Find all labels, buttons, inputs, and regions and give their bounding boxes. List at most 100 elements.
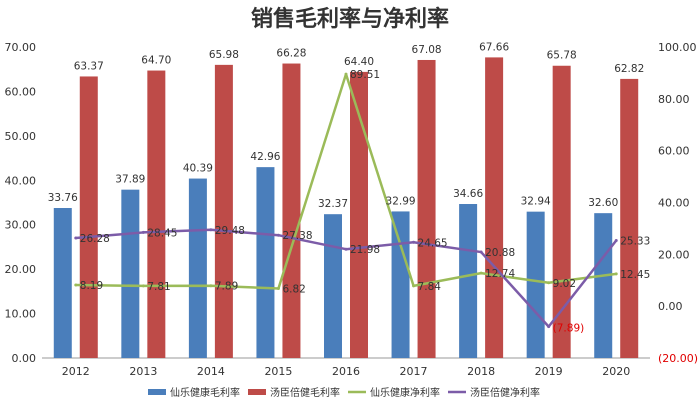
y-left-tick-label: 0.00 bbox=[12, 352, 37, 365]
legend-label: 汤臣倍健毛利率 bbox=[270, 386, 340, 399]
y-left-tick-label: 60.00 bbox=[5, 85, 37, 98]
line-point-0 bbox=[276, 286, 280, 290]
line-point-0 bbox=[479, 271, 483, 275]
x-tick-label: 2020 bbox=[602, 365, 630, 378]
bar-value-label: 32.94 bbox=[521, 196, 551, 208]
line-point-1 bbox=[74, 236, 78, 240]
legend-swatch bbox=[248, 389, 266, 395]
y-right-tick-label: 80.00 bbox=[658, 93, 690, 106]
bar-1 bbox=[350, 71, 368, 358]
line-value-label: 29.48 bbox=[215, 225, 245, 237]
bar-value-label: 64.40 bbox=[344, 56, 374, 68]
bar-value-label: 32.99 bbox=[386, 195, 416, 207]
y-right-tick-label: 40.00 bbox=[658, 197, 690, 210]
bar-value-label: 66.28 bbox=[276, 48, 306, 60]
bar-value-label: 64.70 bbox=[141, 55, 171, 67]
x-tick-label: 2018 bbox=[467, 365, 495, 378]
bar-value-label: 65.98 bbox=[209, 49, 239, 61]
line-value-label: 8.19 bbox=[80, 280, 103, 292]
legend-label: 汤臣倍健净利率 bbox=[470, 386, 540, 399]
line-value-label: 25.33 bbox=[620, 236, 650, 248]
line-point-0 bbox=[547, 281, 551, 285]
line-value-label: 7.89 bbox=[215, 281, 238, 293]
bar-value-label: 67.66 bbox=[479, 41, 509, 53]
line-point-0 bbox=[74, 283, 78, 287]
bar-1 bbox=[552, 65, 571, 359]
bar-0 bbox=[391, 211, 410, 358]
bar-0 bbox=[53, 208, 72, 358]
line-value-label: 26.28 bbox=[80, 233, 110, 245]
bar-0 bbox=[526, 211, 545, 358]
legend-label: 仙乐健康毛利率 bbox=[170, 386, 240, 399]
y-left-tick-label: 50.00 bbox=[5, 130, 37, 143]
line-value-label: 12.74 bbox=[485, 268, 515, 280]
y-right-tick-label: (20.00) bbox=[658, 352, 698, 365]
y-left-tick-label: 70.00 bbox=[5, 41, 37, 54]
line-value-label: 21.98 bbox=[350, 244, 380, 256]
line-value-label: 89.51 bbox=[350, 69, 380, 81]
x-tick-label: 2019 bbox=[535, 365, 563, 378]
x-tick-label: 2013 bbox=[129, 365, 157, 378]
axes: 0.00 10.00 20.00 30.00 40.00 50.00 60.00 70.00 (… bbox=[5, 41, 699, 378]
x-tick-label: 2014 bbox=[197, 365, 225, 378]
lines bbox=[74, 72, 618, 329]
bar-value-label: 32.37 bbox=[318, 198, 348, 210]
line-value-label: 7.84 bbox=[418, 281, 442, 293]
bar-value-label: 40.39 bbox=[183, 163, 213, 175]
line-value-label: 7.81 bbox=[147, 281, 170, 293]
legend-label: 仙乐健康净利率 bbox=[370, 386, 440, 399]
bar-value-label: 62.82 bbox=[614, 63, 644, 75]
line-value-label: 20.88 bbox=[485, 247, 515, 259]
x-tick-label: 2016 bbox=[332, 365, 360, 378]
line-point-1 bbox=[547, 325, 551, 329]
bar-0 bbox=[324, 214, 342, 358]
line-point-1 bbox=[141, 230, 145, 234]
line-point-0 bbox=[344, 72, 348, 76]
bar-0 bbox=[121, 189, 140, 358]
y-left-tick-label: 20.00 bbox=[5, 263, 37, 276]
line-point-1 bbox=[276, 233, 280, 237]
bar-0 bbox=[594, 213, 613, 358]
y-left-tick-label: 30.00 bbox=[5, 219, 37, 232]
bar-1 bbox=[147, 70, 166, 358]
bar-1 bbox=[485, 57, 504, 358]
line-point-0 bbox=[209, 284, 213, 288]
bar-value-label: 63.37 bbox=[74, 60, 104, 72]
line-value-label: 27.38 bbox=[282, 230, 312, 242]
legend: 仙乐健康毛利率 汤臣倍健毛利率 仙乐健康净利率 汤臣倍健净利率 bbox=[148, 386, 540, 399]
line-value-label: 6.82 bbox=[282, 283, 305, 295]
line-value-label: 12.45 bbox=[620, 269, 650, 281]
bar-0 bbox=[188, 178, 207, 358]
line-value-label: (7.89) bbox=[553, 323, 585, 335]
bar-value-label: 42.96 bbox=[250, 151, 280, 163]
line-value-label: 24.65 bbox=[418, 237, 448, 249]
line-point-1 bbox=[479, 250, 483, 254]
line-point-0 bbox=[412, 284, 416, 288]
bar-value-label: 34.66 bbox=[453, 188, 483, 200]
line-point-1 bbox=[344, 247, 348, 251]
legend-swatch bbox=[148, 389, 166, 395]
bar-value-label: 33.76 bbox=[48, 192, 78, 204]
bar-value-label: 67.08 bbox=[412, 44, 442, 56]
line-point-1 bbox=[614, 239, 618, 243]
y-right-tick-label: 60.00 bbox=[658, 145, 690, 158]
x-tick-label: 2017 bbox=[400, 365, 428, 378]
bar-1 bbox=[620, 78, 639, 358]
bar-0 bbox=[459, 204, 478, 358]
bar-1 bbox=[417, 59, 436, 358]
y-right-tick-label: 100.00 bbox=[658, 41, 697, 54]
line-point-0 bbox=[614, 272, 618, 276]
chart-title: 销售毛利率与净利率 bbox=[251, 6, 449, 32]
line-point-1 bbox=[209, 228, 213, 232]
bar-value-label: 65.78 bbox=[547, 50, 577, 62]
data-labels: 33.76 37.89 40.39 42.96 32.37 32.99 34.66 32.94… bbox=[48, 41, 651, 334]
line-point-0 bbox=[141, 284, 145, 288]
x-tick-label: 2015 bbox=[264, 365, 292, 378]
x-tick-label: 2012 bbox=[62, 365, 90, 378]
bar-1 bbox=[214, 64, 233, 358]
y-right-tick-label: 20.00 bbox=[658, 248, 690, 261]
line-value-label: 28.45 bbox=[147, 227, 177, 239]
bar-1 bbox=[79, 76, 98, 358]
y-left-tick-label: 10.00 bbox=[5, 308, 37, 321]
